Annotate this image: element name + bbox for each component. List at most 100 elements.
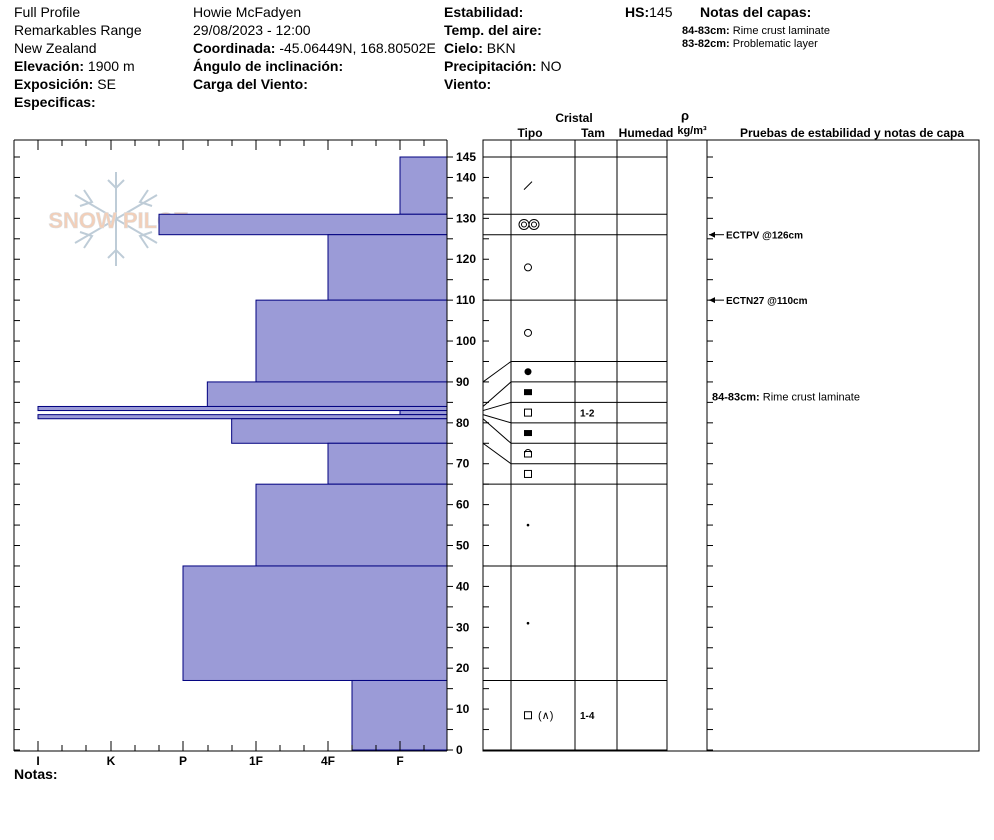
hardness-bar — [37, 414, 448, 420]
circle-icon — [524, 328, 532, 337]
depth-tick-label: 30 — [456, 620, 470, 634]
depth-tick-label: 120 — [456, 252, 476, 266]
hardness-bar — [327, 442, 448, 485]
notes-label: Notas: — [14, 766, 58, 782]
crystal-header: Cristal — [555, 111, 592, 125]
layer-note-text: Rime crust laminate — [732, 25, 830, 37]
layer-connector — [482, 418, 512, 444]
snow-height: HS:145 — [625, 3, 672, 21]
hardness-bar — [206, 381, 448, 407]
specifics-label: Especificas: — [14, 94, 96, 110]
hardness-bar — [182, 565, 448, 681]
hardness-bar — [399, 410, 448, 416]
location: Remarkables Range — [14, 22, 142, 38]
crystal-symbol — [526, 523, 530, 527]
country: New Zealand — [14, 40, 97, 56]
size-header: Tam — [581, 126, 605, 140]
layer-note-text: Rime crust laminate — [763, 391, 860, 403]
hardness-tick-label: K — [107, 754, 116, 768]
layer-connector — [482, 401, 512, 412]
square-icon — [524, 711, 532, 720]
crystal-symbol — [524, 368, 532, 376]
layer-note-annotation: 84-83cm: Rime crust laminate — [712, 391, 860, 403]
layer-connector — [482, 414, 512, 424]
axes: I K P 1F 4F F 0 10 20 30 40 50 60 70 80 90 100 110 120 130 1… — [13, 139, 476, 768]
filled-square-icon — [524, 389, 532, 396]
depth-tick-label: 110 — [456, 293, 476, 307]
crystal-symbol — [524, 389, 532, 396]
crystal-symbol — [518, 218, 540, 230]
aspect-label: Exposición: — [14, 76, 94, 92]
crystal-symbol — [524, 449, 532, 458]
crystal-size-label: 1-4 — [580, 711, 595, 722]
depth-tick-label: 130 — [456, 211, 476, 225]
dot-icon — [526, 523, 530, 527]
hardness-tick-label: I — [36, 754, 39, 768]
depth-tick-label: 50 — [456, 539, 470, 553]
circle-icon — [518, 218, 530, 230]
hs-label: HS: — [625, 4, 650, 20]
arrow-icon — [709, 231, 715, 238]
hardness-bar — [351, 679, 448, 751]
layer-connector — [482, 442, 512, 465]
stability-notes-header: Pruebas de estabilidad y notas de capa — [740, 126, 964, 140]
crystal-symbol: (∧) — [524, 710, 553, 722]
type-header: Tipo — [517, 126, 542, 140]
stability-test-label: ECTN27 @110cm — [726, 296, 808, 307]
crystal-symbol — [523, 181, 533, 190]
snowflake-icon — [74, 172, 158, 266]
arc-icon — [524, 449, 532, 453]
hardness-bar — [399, 156, 448, 215]
dot-icon — [526, 621, 530, 625]
layer-note-range: 84-83cm: — [712, 391, 763, 403]
circle-icon — [521, 221, 527, 228]
layer-connector — [482, 361, 512, 383]
layer-note-1: 84-83cm: Rime crust laminate — [682, 25, 830, 37]
hardness-bar — [327, 234, 448, 301]
filled-square-icon — [524, 430, 532, 437]
layer-connector — [482, 381, 512, 407]
profile-type: Full Profile — [14, 4, 81, 20]
crystal-symbol — [526, 621, 530, 625]
coord-label: Coordinada: — [193, 40, 276, 56]
depth-tick-label: 20 — [456, 661, 470, 675]
hardness-bar — [255, 483, 448, 567]
crystal-symbol — [524, 328, 532, 337]
square-icon — [524, 408, 532, 417]
depth-tick-label: 140 — [456, 170, 476, 184]
sky-label: Cielo: — [444, 40, 483, 56]
hardness-bars — [37, 156, 448, 751]
layer-note-text: Problematic layer — [732, 38, 818, 50]
depth-tick-label: 0 — [456, 743, 463, 757]
crystal-symbol — [524, 430, 532, 437]
wind-label: Viento: — [444, 76, 492, 92]
slope-label: Ángulo de inclinación: — [193, 58, 344, 74]
crystal-symbol — [524, 469, 532, 478]
crystal-symbol — [524, 263, 532, 272]
circle-icon — [531, 221, 537, 228]
coord-value: -45.06449N, 168.80502E — [279, 40, 436, 56]
stability-label: Estabilidad: — [444, 4, 524, 20]
elevation: Elevación: 1900 m — [14, 57, 135, 75]
observer: Howie McFadyen — [193, 4, 302, 20]
hardness-bar — [231, 418, 448, 444]
hardness-tick-label: F — [396, 754, 403, 768]
circle-icon — [528, 218, 540, 230]
precip-label: Precipitación: — [444, 58, 537, 74]
elevation-label: Elevación: — [14, 58, 85, 74]
layer-note-range: 84-83cm: — [682, 25, 730, 37]
aspect-value: SE — [97, 76, 116, 92]
hardness-tick-label: P — [179, 754, 187, 768]
crystal-table-frame — [510, 139, 980, 752]
hs-value: 145 — [649, 4, 673, 20]
layer-notes-title: Notas del capas: — [700, 4, 812, 20]
depth-tick-label: 60 — [456, 498, 470, 512]
arrow-icon — [709, 297, 715, 304]
depth-tick-label: 70 — [456, 457, 470, 471]
aspect: Exposición: SE — [14, 75, 116, 93]
connector-column — [482, 139, 512, 752]
depth-tick-label: 10 — [456, 702, 470, 716]
square-icon — [524, 469, 532, 478]
depth-tick-label: 40 — [456, 579, 470, 593]
